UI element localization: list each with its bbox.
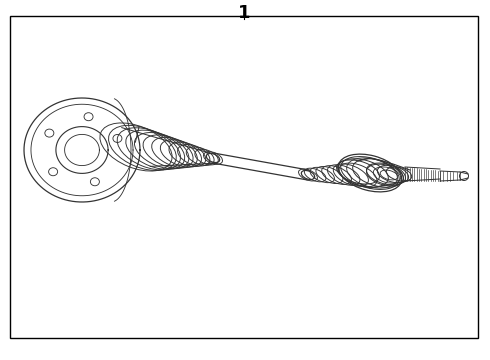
Text: 1: 1 [238,4,250,22]
Bar [10,16,478,338]
